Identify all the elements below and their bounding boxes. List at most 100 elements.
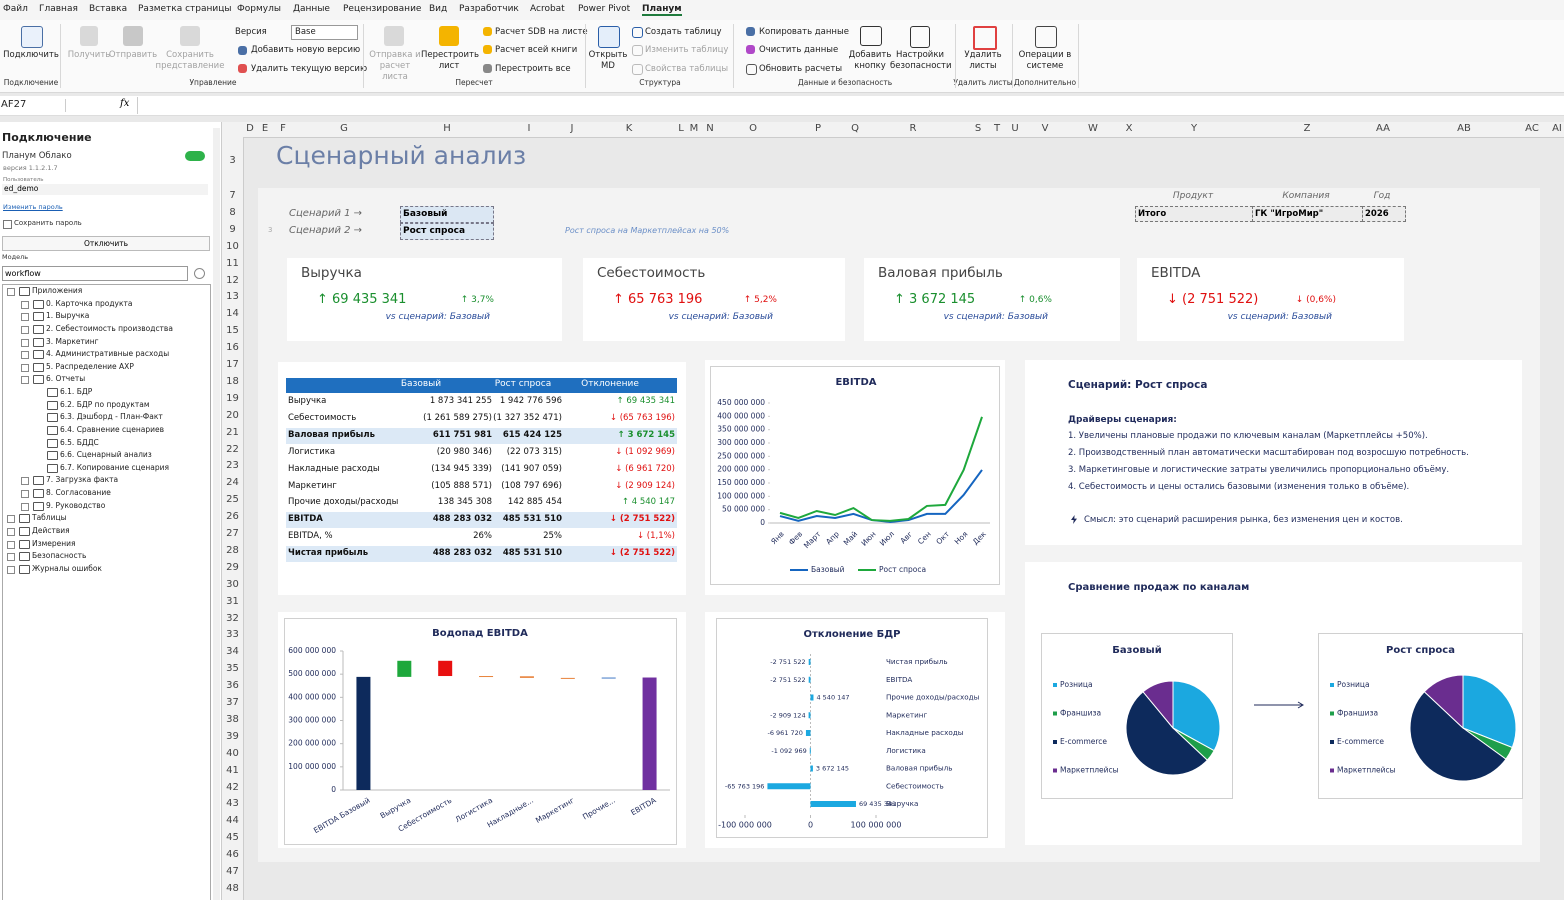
ribbon-button[interactable]: Настройки безопасности xyxy=(890,50,952,71)
tree-item[interactable]: Таблицы xyxy=(32,513,67,523)
expander[interactable] xyxy=(7,553,15,562)
ribbon-tab[interactable]: Главная xyxy=(39,4,78,14)
tree-item[interactable]: 6.7. Копирование сценария xyxy=(60,462,170,472)
table-cell: (105 888 571) xyxy=(431,480,492,491)
expander[interactable] xyxy=(21,363,29,372)
table-cell: 26% xyxy=(473,531,492,542)
ribbon-tab[interactable]: Power Pivot xyxy=(578,4,631,14)
tree-item[interactable]: 8. Согласование xyxy=(46,488,111,498)
ribbon-button[interactable]: Расчет всей книги xyxy=(495,45,578,55)
ribbon-button[interactable]: Получить xyxy=(67,50,111,60)
tree-item[interactable]: 6.1. БДР xyxy=(60,387,93,397)
formula-input[interactable] xyxy=(137,97,1564,114)
ribbon-button[interactable]: Открыть MD xyxy=(588,50,628,71)
expander[interactable] xyxy=(21,313,29,322)
ribbon-tab[interactable]: Формулы xyxy=(237,4,281,14)
ribbon-button[interactable]: Отправка и расчет листа xyxy=(369,50,421,82)
ribbon-tab[interactable]: Разметка страницы xyxy=(138,4,232,14)
table-cell: ↑ 69 435 341 xyxy=(616,396,676,406)
scenario-select[interactable]: Рост спроса xyxy=(400,223,494,240)
scrollbar[interactable] xyxy=(213,128,220,900)
tree-item[interactable]: Безопасность xyxy=(32,551,87,561)
tree-item[interactable]: 6. Отчеты xyxy=(46,374,86,384)
tree-item[interactable]: 4. Административные расходы xyxy=(46,349,170,359)
expander[interactable] xyxy=(21,325,29,334)
link[interactable]: Изменить пароль xyxy=(3,203,63,211)
filter-value[interactable]: ГК "ИгроМир" xyxy=(1252,206,1363,222)
ribbon-button[interactable]: Очистить данные xyxy=(759,45,839,55)
ribbon-button[interactable]: Копировать данные xyxy=(759,27,849,37)
checkbox[interactable] xyxy=(3,220,12,229)
ribbon-button[interactable]: Перестроить все xyxy=(495,64,571,74)
ribbon-tab[interactable]: Данные xyxy=(293,4,330,14)
tree-item[interactable]: 6.4. Сравнение сценариев xyxy=(60,424,165,434)
tree-item[interactable]: 2. Себестоимость производства xyxy=(46,323,173,333)
tree-item[interactable]: 3. Маркетинг xyxy=(46,336,99,346)
filter-value[interactable]: Итого xyxy=(1135,206,1253,222)
tree-item[interactable]: Измерения xyxy=(32,538,76,548)
ribbon-button[interactable]: Отправить xyxy=(108,50,158,60)
tree-item[interactable]: 1. Выручка xyxy=(46,311,90,321)
expander[interactable] xyxy=(21,376,29,385)
table-cell: 485 531 510 xyxy=(502,514,562,525)
dropdown[interactable]: Base xyxy=(291,25,358,40)
ribbon-button[interactable]: Подключить xyxy=(3,50,59,60)
ribbon-button[interactable]: Изменить таблицу xyxy=(645,45,729,55)
kpi-vs: vs сценарий: Базовый xyxy=(943,312,1048,322)
ribbon-button[interactable]: Операции в системе xyxy=(1018,50,1072,71)
ribbon-button[interactable]: Сохранить представление xyxy=(155,50,225,71)
tree-item[interactable]: 6.3. Дэшборд - План-Факт xyxy=(60,412,163,422)
tree-item[interactable]: 6.5. БДДС xyxy=(60,437,99,447)
tree-item[interactable]: Действия xyxy=(32,525,70,535)
ribbon-button[interactable]: Удалить текущую версию xyxy=(251,64,368,74)
tree-item[interactable]: 0. Карточка продукта xyxy=(46,298,133,308)
bar xyxy=(808,659,811,665)
ribbon-button[interactable]: Добавить новую версию xyxy=(251,45,361,55)
ribbon-button[interactable]: Обновить расчеты xyxy=(759,64,843,74)
filter-value[interactable]: 2026 xyxy=(1362,206,1406,222)
user-input[interactable]: ed_demo xyxy=(2,184,208,195)
toggle[interactable] xyxy=(185,151,205,161)
ribbon-tab[interactable]: Файл xyxy=(3,4,28,14)
tree-item[interactable]: 7. Загрузка факта xyxy=(46,475,119,485)
tree-item[interactable]: Журналы ошибок xyxy=(32,563,102,573)
expander[interactable] xyxy=(7,288,15,296)
button[interactable]: Отключить xyxy=(2,236,210,251)
ribbon-tab[interactable]: Acrobat xyxy=(530,4,565,14)
expander[interactable] xyxy=(21,300,29,309)
ribbon-button[interactable]: Свойства таблицы xyxy=(645,64,729,74)
ribbon-button[interactable]: Создать таблицу xyxy=(645,27,722,37)
tree-item[interactable]: 6.2. БДР по продуктам xyxy=(60,399,150,409)
ribbon-button[interactable]: Удалить листы xyxy=(964,50,1002,71)
ribbon-tab[interactable]: Вставка xyxy=(89,4,128,14)
expander[interactable] xyxy=(7,565,15,574)
ribbon-tab[interactable]: Разработчик xyxy=(459,4,519,14)
model-select[interactable]: workflow xyxy=(2,266,188,281)
expander[interactable] xyxy=(21,490,29,499)
expander[interactable] xyxy=(21,351,29,360)
ribbon-tab[interactable]: Вид xyxy=(429,4,448,14)
column-header: G xyxy=(340,123,348,134)
tree-item[interactable]: 5. Распределение АХР xyxy=(46,361,134,371)
kpi-title: Валовая прибыль xyxy=(878,265,1003,281)
scenario-select[interactable]: Базовый xyxy=(400,206,494,223)
refresh-icon[interactable] xyxy=(194,268,205,279)
tree-item[interactable]: Приложения xyxy=(32,286,83,295)
icon xyxy=(746,64,757,75)
ribbon-button[interactable]: Расчет SDB на листе xyxy=(495,27,588,37)
table-cell: Прочие доходы/расходы xyxy=(288,497,399,508)
ribbon-tab[interactable]: Планум xyxy=(642,4,682,16)
tree-item[interactable]: 9. Руководство xyxy=(46,500,106,510)
expander[interactable] xyxy=(7,527,15,536)
expander[interactable] xyxy=(21,502,29,511)
x-tick-label: Выручка xyxy=(379,796,413,821)
ribbon-button[interactable]: Перестроить лист xyxy=(421,50,479,71)
expander[interactable] xyxy=(21,338,29,347)
name-box[interactable]: AF27 xyxy=(1,99,66,112)
ribbon-button[interactable]: Добавить кнопку xyxy=(848,50,892,71)
expander[interactable] xyxy=(7,540,15,549)
expander[interactable] xyxy=(21,477,29,486)
ribbon-tab[interactable]: Рецензирование xyxy=(343,4,422,14)
tree-item[interactable]: 6.6. Сценарный анализ xyxy=(60,450,152,460)
expander[interactable] xyxy=(7,515,15,524)
